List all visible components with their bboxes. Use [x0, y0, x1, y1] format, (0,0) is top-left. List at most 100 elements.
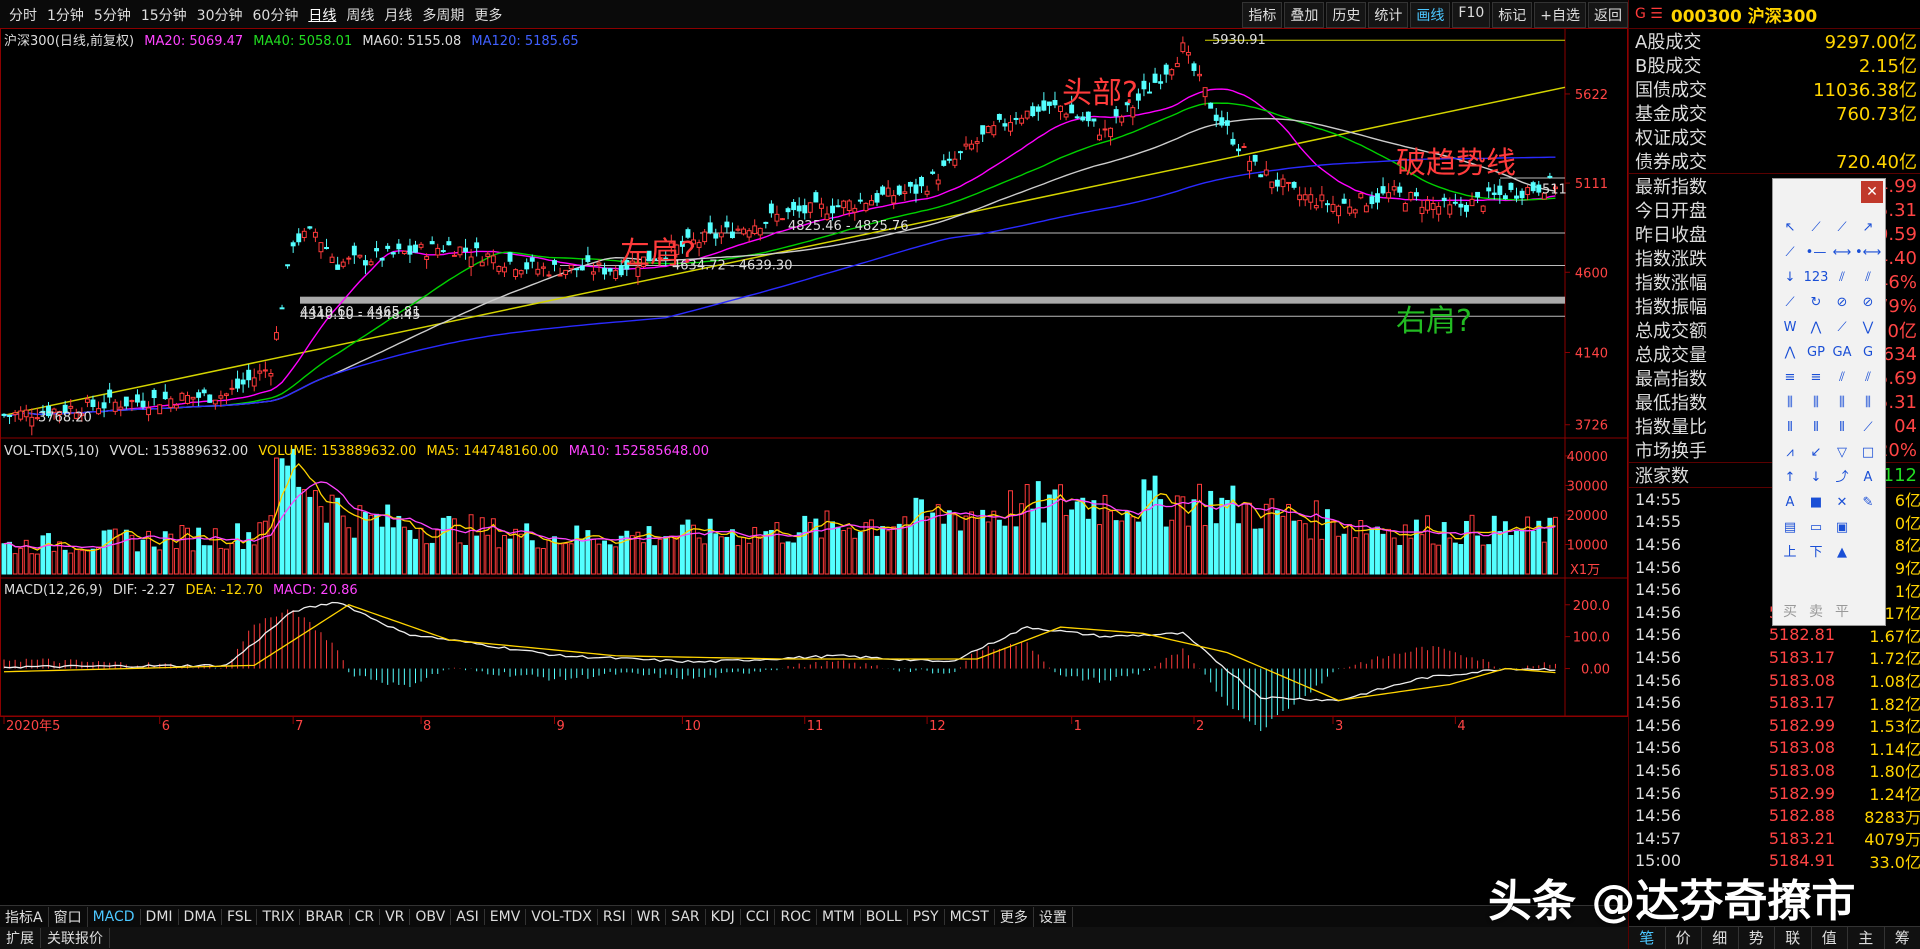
drawing-tool-icon[interactable]: ⫼ [1787, 395, 1793, 410]
period-tab[interactable]: 日线 [308, 8, 337, 24]
period-tab[interactable]: 更多 [474, 8, 503, 24]
indicator-tab[interactable]: 设置 [1034, 907, 1073, 927]
indicator-tab[interactable]: FSL [222, 909, 258, 925]
drawing-tool-icon[interactable]: ⟋ [1837, 220, 1847, 235]
indicator-tab[interactable]: EMV [485, 909, 527, 925]
indicator-tab[interactable]: KDJ [706, 909, 741, 925]
indicator-tab[interactable]: ROC [775, 909, 817, 925]
quote-tab[interactable]: 价 [1666, 927, 1702, 949]
tool-button[interactable]: 统计 [1368, 2, 1409, 28]
tool-button[interactable]: +自选 [1534, 2, 1586, 28]
drawing-tool-icon[interactable]: •— [1805, 245, 1827, 260]
indicator-tab[interactable]: CCI [741, 909, 776, 925]
drawing-tool-icon[interactable]: ⊘ [1836, 295, 1848, 310]
period-tab[interactable]: 月线 [384, 8, 413, 24]
drawing-tool-icon[interactable]: ⟋ [1785, 295, 1795, 310]
indicator-tab[interactable]: MCST [945, 909, 995, 925]
drawing-tool-icon[interactable]: ⟋ [1863, 420, 1873, 435]
drawing-tool-icon[interactable]: □ [1861, 445, 1875, 460]
drawing-tool-icon[interactable] [1855, 515, 1881, 540]
period-tab[interactable]: 多周期 [422, 8, 465, 24]
indicator-tab[interactable]: ASI [451, 909, 485, 925]
drawing-tool-icon[interactable]: ⋀ [1810, 320, 1822, 335]
quote-tab[interactable]: 筹 [1885, 927, 1920, 949]
quote-tab[interactable]: 势 [1739, 927, 1775, 949]
drawing-tool-icon[interactable]: ≡ [1784, 370, 1796, 385]
period-tab[interactable]: 60分钟 [252, 8, 299, 24]
status-related-quote[interactable]: 关联报价 [41, 928, 110, 948]
drawing-tool-icon[interactable]: ✕ [1836, 495, 1848, 510]
drawing-tool-icon[interactable]: ⟷ [1832, 245, 1852, 260]
indicator-tab[interactable]: 指标A [0, 907, 49, 927]
drawing-tool-icon[interactable]: ↑ [1784, 470, 1796, 485]
indicator-tab[interactable]: BRAR [300, 909, 350, 925]
drawing-tool-icon[interactable]: ⦀ [1839, 420, 1845, 435]
tool-button[interactable]: 指标 [1242, 2, 1283, 28]
quote-tab[interactable]: 笔 [1629, 927, 1666, 949]
indicator-tab[interactable]: WR [632, 909, 667, 925]
drawing-tool-icon[interactable]: ⫽ [1839, 370, 1845, 385]
drawing-tool-icon[interactable]: W [1783, 320, 1797, 335]
drawing-tool-icon[interactable]: ▭ [1809, 520, 1823, 535]
indicator-tab[interactable]: 窗口 [49, 907, 88, 927]
indicator-tab[interactable]: VOL-TDX [526, 909, 598, 925]
g-icon[interactable]: G ☰ [1635, 6, 1663, 22]
drawing-tool-icon[interactable]: ⦀ [1787, 420, 1793, 435]
tool-button[interactable]: 标记 [1492, 2, 1533, 28]
drawing-tool-icon[interactable]: 123 [1803, 270, 1829, 285]
drawing-tool-icon[interactable]: ⫽ [1865, 370, 1871, 385]
tool-button[interactable]: 返回 [1588, 2, 1628, 28]
drawing-tool-icon[interactable]: A [1785, 495, 1795, 510]
indicator-tab[interactable]: 更多 [995, 907, 1034, 927]
indicator-tab[interactable]: MTM [817, 909, 861, 925]
indicator-tab[interactable]: CR [350, 909, 381, 925]
drawing-tool-icon[interactable]: ⫼ [1839, 395, 1845, 410]
drawing-tool-icon[interactable]: ≡ [1810, 370, 1822, 385]
drawing-tool-icon[interactable]: ⫼ [1865, 395, 1871, 410]
period-tab[interactable]: 1分钟 [47, 8, 84, 24]
drawing-tool-icon[interactable]: ■ [1809, 495, 1823, 510]
drawing-tool-icon[interactable]: ↓ [1810, 470, 1822, 485]
tool-button[interactable]: F10 [1452, 2, 1491, 28]
drawing-tool-icon[interactable]: ▣ [1835, 520, 1849, 535]
indicator-tab[interactable]: TRIX [257, 909, 301, 925]
indicator-tab[interactable]: PSY [908, 909, 945, 925]
close-icon[interactable]: ✕ [1861, 181, 1883, 203]
drawing-tool-icon[interactable]: •⟷ [1855, 245, 1882, 260]
drawing-tool-icon[interactable]: ⩘ [1786, 445, 1794, 460]
drawing-tool-icon[interactable]: ▲ [1837, 545, 1847, 560]
kline-chart[interactable]: 562251114600414037265930.913768.204419.6… [0, 28, 1628, 905]
status-extend[interactable]: 扩展 [0, 928, 41, 948]
drawing-tool-icon[interactable]: ⫽ [1839, 270, 1845, 285]
indicator-tab[interactable]: VR [380, 909, 411, 925]
quote-tab[interactable]: 主 [1848, 927, 1885, 949]
drawing-tool-icon[interactable]: ✎ [1862, 495, 1874, 510]
drawing-tool-icon[interactable]: ▤ [1783, 520, 1797, 535]
period-tab[interactable]: 分时 [9, 8, 37, 24]
drawing-tool-icon[interactable]: ⟋ [1837, 320, 1847, 335]
drawing-tool-icon[interactable]: ↓ [1784, 270, 1796, 285]
drawing-tool-icon[interactable]: GP [1807, 345, 1825, 360]
indicator-tab[interactable]: DMA [179, 909, 222, 925]
indicator-tab[interactable]: BOLL [861, 909, 908, 925]
drawing-tool-icon[interactable]: ↖ [1784, 220, 1796, 235]
indicator-tab[interactable]: SAR [666, 909, 706, 925]
drawing-tool-icon[interactable]: ⋀ [1784, 345, 1796, 360]
quote-tab[interactable]: 联 [1775, 927, 1812, 949]
drawing-tool-icon[interactable]: G [1862, 345, 1874, 360]
drawing-tool-icon[interactable]: 下 [1809, 545, 1823, 560]
indicator-tab[interactable]: OBV [410, 909, 452, 925]
drawing-tool-icon[interactable]: ↻ [1810, 295, 1822, 310]
indicator-tab[interactable]: MACD [88, 909, 141, 925]
drawing-tool-icon[interactable]: ⊘ [1862, 295, 1874, 310]
indicator-tab[interactable]: RSI [598, 909, 632, 925]
drawing-tool-icon[interactable]: ⦀ [1813, 420, 1819, 435]
drawing-tool-icon[interactable]: ⋁ [1862, 320, 1874, 335]
tool-button[interactable]: 历史 [1326, 2, 1367, 28]
drawing-tool-icon[interactable]: ⫼ [1813, 395, 1819, 410]
drawing-tool-icon[interactable]: ⤴ [1835, 470, 1849, 485]
drawing-tool-icon[interactable]: ↗ [1862, 220, 1874, 235]
tool-button[interactable]: 叠加 [1284, 2, 1325, 28]
quote-tab[interactable]: 细 [1702, 927, 1739, 949]
drawing-tool-icon[interactable]: ↙ [1810, 445, 1822, 460]
